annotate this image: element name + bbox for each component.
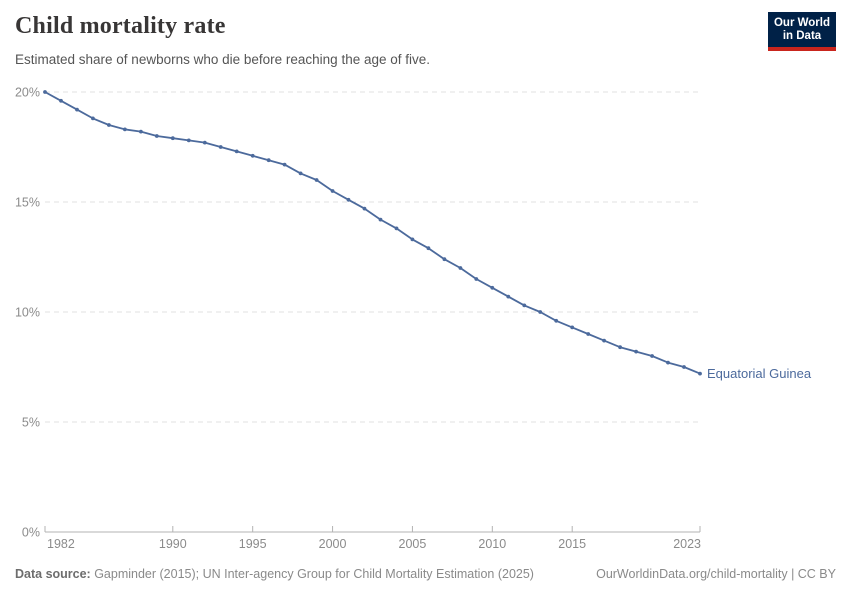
data-point[interactable] [442, 257, 447, 262]
data-point[interactable] [314, 178, 319, 182]
y-axis-label: 5% [22, 416, 40, 430]
data-point[interactable] [490, 285, 495, 290]
x-axis-label: 1995 [239, 537, 267, 551]
owid-url-link[interactable]: OurWorldinData.org/child-mortality | CC … [596, 567, 836, 581]
data-point[interactable] [506, 294, 511, 299]
owid-logo[interactable]: Our World in Data [768, 12, 836, 51]
page-title: Child mortality rate [15, 13, 226, 39]
data-point[interactable] [618, 345, 622, 350]
data-source-value: Gapminder (2015); UN Inter-agency Group … [90, 567, 534, 581]
x-axis-label: 2023 [673, 537, 701, 551]
owid-logo-line1: Our World [773, 17, 830, 29]
data-source-text: Data source: Gapminder (2015); UN Inter-… [15, 567, 534, 581]
data-point[interactable] [554, 318, 559, 323]
data-point[interactable] [154, 134, 159, 138]
data-point[interactable] [394, 226, 399, 231]
data-point[interactable] [266, 158, 271, 163]
page-subtitle: Estimated share of newborns who die befo… [15, 52, 430, 67]
data-point[interactable] [234, 149, 239, 154]
data-point[interactable] [346, 197, 351, 202]
series-end-label[interactable]: Equatorial Guinea [707, 366, 812, 381]
data-point[interactable] [362, 206, 367, 211]
x-axis-label: 2010 [478, 537, 506, 551]
y-axis-label: 10% [15, 306, 40, 320]
data-point[interactable] [378, 217, 383, 222]
data-point[interactable] [139, 129, 143, 134]
data-point[interactable] [218, 145, 223, 149]
chart-canvas[interactable]: 0% 5% 10% 15% 20% 1982 1990 1995 2000 2005 2010 201… [0, 80, 850, 555]
data-point[interactable] [602, 338, 606, 343]
data-point[interactable] [91, 116, 95, 121]
data-point[interactable] [75, 107, 79, 112]
data-point[interactable] [43, 90, 47, 94]
data-point[interactable] [59, 98, 63, 103]
data-point[interactable] [522, 303, 527, 308]
x-axis-label: 2015 [558, 537, 586, 551]
y-axis-label: 20% [15, 86, 40, 100]
data-point[interactable] [426, 246, 431, 251]
y-axis-label: 15% [15, 196, 40, 210]
data-point[interactable] [107, 123, 111, 127]
x-axis-label: 2005 [399, 537, 427, 551]
data-point[interactable] [634, 349, 638, 354]
data-point[interactable] [170, 136, 175, 141]
data-point[interactable] [202, 140, 207, 145]
data-point[interactable] [698, 371, 702, 376]
x-axis-label: 1990 [159, 537, 187, 551]
data-source-label: Data source: [15, 567, 91, 581]
trend-line[interactable] [44, 91, 701, 375]
data-point[interactable] [538, 310, 543, 314]
data-point[interactable] [186, 138, 191, 143]
x-axis-label: 2000 [319, 537, 347, 551]
data-point[interactable] [474, 277, 479, 281]
data-point[interactable] [650, 354, 654, 358]
data-point[interactable] [330, 189, 335, 193]
data-point[interactable] [282, 162, 287, 167]
data-point[interactable] [298, 171, 303, 176]
y-axis-label: 0% [22, 526, 40, 540]
owid-logo-line2: in Data [782, 30, 822, 42]
data-point[interactable] [250, 153, 255, 158]
chart-area[interactable]: 0% 5% 10% 15% 20% 1982 1990 1995 2000 2005 2010 201… [0, 80, 850, 555]
data-point[interactable] [570, 325, 575, 330]
data-point[interactable] [586, 332, 591, 336]
data-point[interactable] [666, 360, 670, 365]
data-point[interactable] [123, 127, 127, 132]
data-point[interactable] [410, 237, 415, 242]
data-point[interactable] [682, 365, 686, 369]
data-point[interactable] [458, 266, 463, 270]
x-axis-label: 1982 [47, 537, 75, 551]
